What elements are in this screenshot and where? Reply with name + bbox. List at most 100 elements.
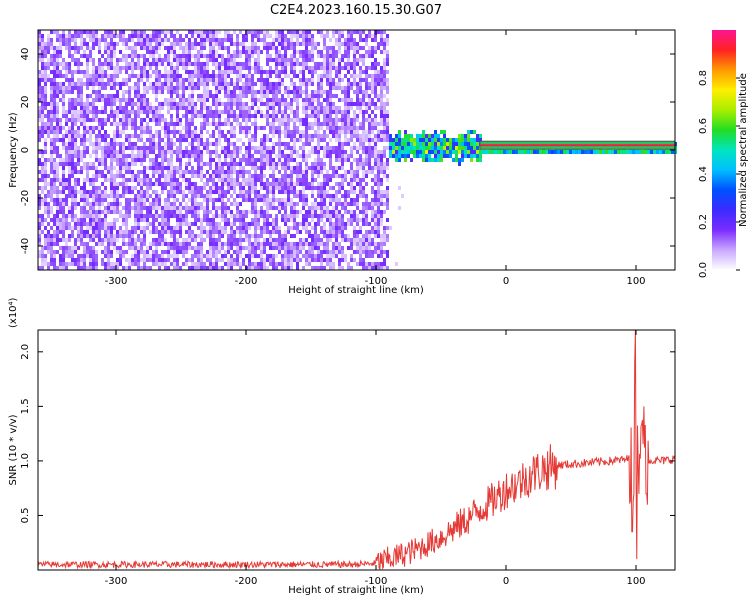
heatmap-cell [320,258,323,262]
heatmap-cell [248,54,251,58]
heatmap-cell [80,106,83,110]
heatmap-cell [251,190,254,194]
heatmap-cell [86,250,89,254]
heatmap-cell [107,58,110,62]
heatmap-cell [137,154,140,158]
heatmap-cell [182,154,185,158]
heatmap-cell [224,34,227,38]
heatmap-cell [113,266,116,270]
heatmap-cell [347,126,350,130]
heatmap-cell [125,106,128,110]
heatmap-cell [230,158,233,162]
heatmap-cell [98,210,101,214]
heatmap-cell [170,138,173,142]
heatmap-cell [338,118,341,122]
heatmap-cell [281,30,284,34]
heatmap-cell [50,62,53,66]
heatmap-cell [344,102,347,106]
heatmap-cell [236,162,239,166]
heatmap-cell [110,162,113,166]
heatmap-cell [38,214,41,218]
heatmap-cell [161,106,164,110]
heatmap-cell [215,98,218,102]
heatmap-cell [140,66,143,70]
heatmap-cell [245,194,248,198]
heatmap-cell [200,102,203,106]
heatmap-cell [65,182,68,186]
heatmap-cell [296,266,299,270]
heatmap-cell [278,74,281,78]
heatmap-cell [104,134,107,138]
heatmap-cell [95,198,98,202]
heatmap-cell [143,178,146,182]
heatmap-cell [71,106,74,110]
heatmap-cell [203,174,206,178]
heatmap-cell [284,266,287,270]
heatmap-cell [152,110,155,114]
heatmap-cell [302,118,305,122]
heatmap-cell [83,126,86,130]
heatmap-cell [125,218,128,222]
heatmap-cell [131,242,134,246]
heatmap-cell [260,50,263,54]
heatmap-cell [38,238,41,242]
heatmap-cell [38,74,41,78]
heatmap-cell [134,42,137,46]
heatmap-cell [38,150,41,154]
heatmap-cell [41,98,44,102]
heatmap-cell [290,78,293,82]
heatmap-cell [56,46,59,50]
heatmap-cell [335,230,338,234]
heatmap-cell [368,126,371,130]
heatmap-cell [266,202,269,206]
heatmap-cell [200,178,203,182]
heatmap-cell [194,202,197,206]
heatmap-cell [359,106,362,110]
heatmap-cell [371,38,374,42]
heatmap-cell [50,166,53,170]
heatmap-cell [155,50,158,54]
heatmap-cell [353,190,356,194]
heatmap-cell [113,50,116,54]
heatmap-cell [263,78,266,82]
heatmap-cell [140,74,143,78]
heatmap-cell [62,214,65,218]
heatmap-cell [122,250,125,254]
heatmap-cell [110,242,113,246]
heatmap-cell [233,134,236,138]
heatmap-cell [326,242,329,246]
heatmap-cell [74,118,77,122]
heatmap-cell [335,238,338,242]
heatmap-cell [149,62,152,66]
heatmap-cell [218,238,221,242]
heatmap-cell [173,214,176,218]
heatmap-cell [230,66,233,70]
heatmap-cell [257,62,260,66]
heatmap-cell [356,174,359,178]
heatmap-cell [38,170,41,174]
heatmap-cell [347,82,350,86]
heatmap-cell [38,110,41,114]
heatmap-cell [167,158,170,162]
heatmap-cell [86,110,89,114]
heatmap-cell [344,174,347,178]
heatmap-cell [140,182,143,186]
heatmap-cell [362,238,365,242]
heatmap-cell [230,38,233,42]
heatmap-cell [179,190,182,194]
heatmap-cell [284,258,287,262]
heatmap-cell [203,162,206,166]
heatmap-cell [305,82,308,86]
heatmap-cell [335,170,338,174]
heatmap-cell [239,74,242,78]
heatmap-cell [38,58,41,62]
heatmap-cell [350,178,353,182]
heatmap-cell [44,170,47,174]
heatmap-cell [53,254,56,258]
heatmap-cell [44,210,47,214]
heatmap-cell [80,234,83,238]
heatmap-cell [242,46,245,50]
heatmap-cell [308,126,311,130]
heatmap-cell [179,266,182,270]
heatmap-cell [170,246,173,250]
